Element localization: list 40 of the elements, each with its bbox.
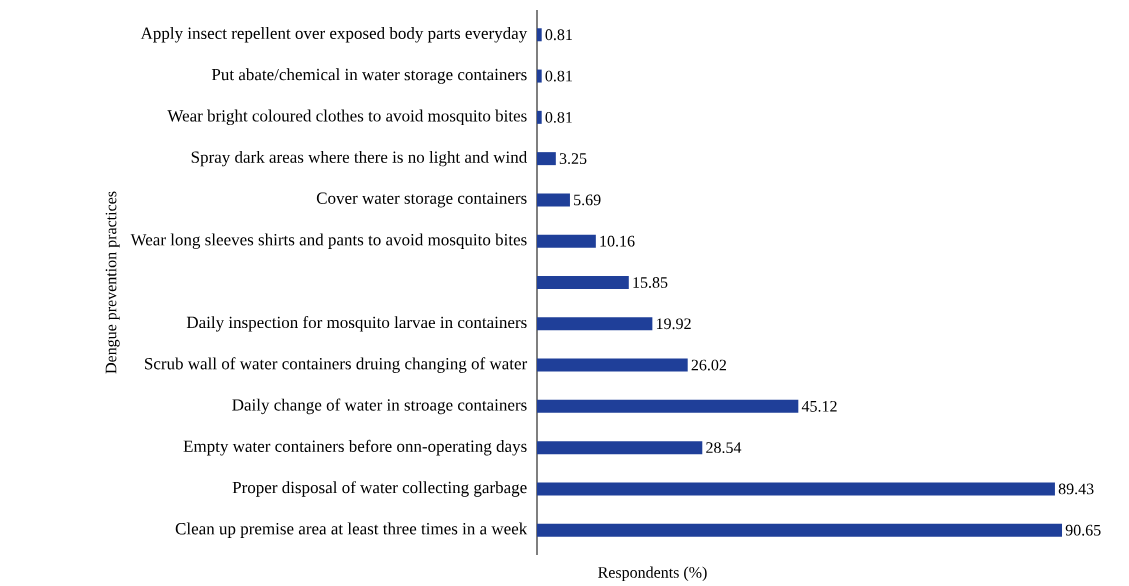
y-tick-label: Scrub wall of water containers druing changing of water [145,357,528,373]
bar [537,28,542,42]
x-axis-title: Respondents (%) [598,566,707,582]
bar [537,358,688,372]
y-tick-label: Empty water containers before onn-operating days [183,439,527,456]
bar [537,152,556,166]
data-label: 3.25 [559,153,587,165]
y-axis-title: Dengue prevention practices [105,191,120,374]
bar [537,69,542,83]
y-tick-label: Proper disposal of water collecting garbage [232,481,527,497]
data-label: 28.54 [706,442,742,454]
data-label: 0.81 [545,70,572,82]
y-tick-label: Daily inspection for mosquito larvae in containers [186,315,527,332]
y-tick-label: Wear long sleeves shirts and pants to avoid mosquito bites [130,233,527,249]
y-tick-label: Cover water storage containers [316,192,527,208]
y-tick-label: Daily change of water in stroage containers [232,398,527,415]
bar [537,276,629,289]
bar [537,110,542,124]
data-label: 15.85 [633,277,668,288]
bar [537,482,1055,496]
data-label: 90.65 [1065,524,1101,536]
y-tick-label: Apply insect repellent over exposed body parts everyday [140,27,528,43]
bar [537,441,703,455]
y-tick-label: Spray dark areas where there is no light and wind [191,150,528,167]
bar [537,234,596,248]
data-label: 0.81 [545,111,572,123]
bar [537,399,799,413]
data-label: 45.12 [801,400,837,412]
data-label: 5.69 [574,194,601,206]
y-tick-label: Put abate/chemical in water storage containers [211,68,527,84]
y-tick-label: Clean up premise area at least three times in a week [175,522,528,538]
bar [537,523,1063,537]
y-tick-label: Wear bright coloured clothes to avoid mosquito bites [167,109,527,126]
data-label: 0.81 [545,29,572,41]
data-label: 19.92 [656,318,691,330]
data-label: 26.02 [691,359,727,371]
bar [537,193,570,207]
data-label: 10.16 [600,235,635,247]
data-label: 89.43 [1058,483,1094,495]
bar [537,317,653,331]
